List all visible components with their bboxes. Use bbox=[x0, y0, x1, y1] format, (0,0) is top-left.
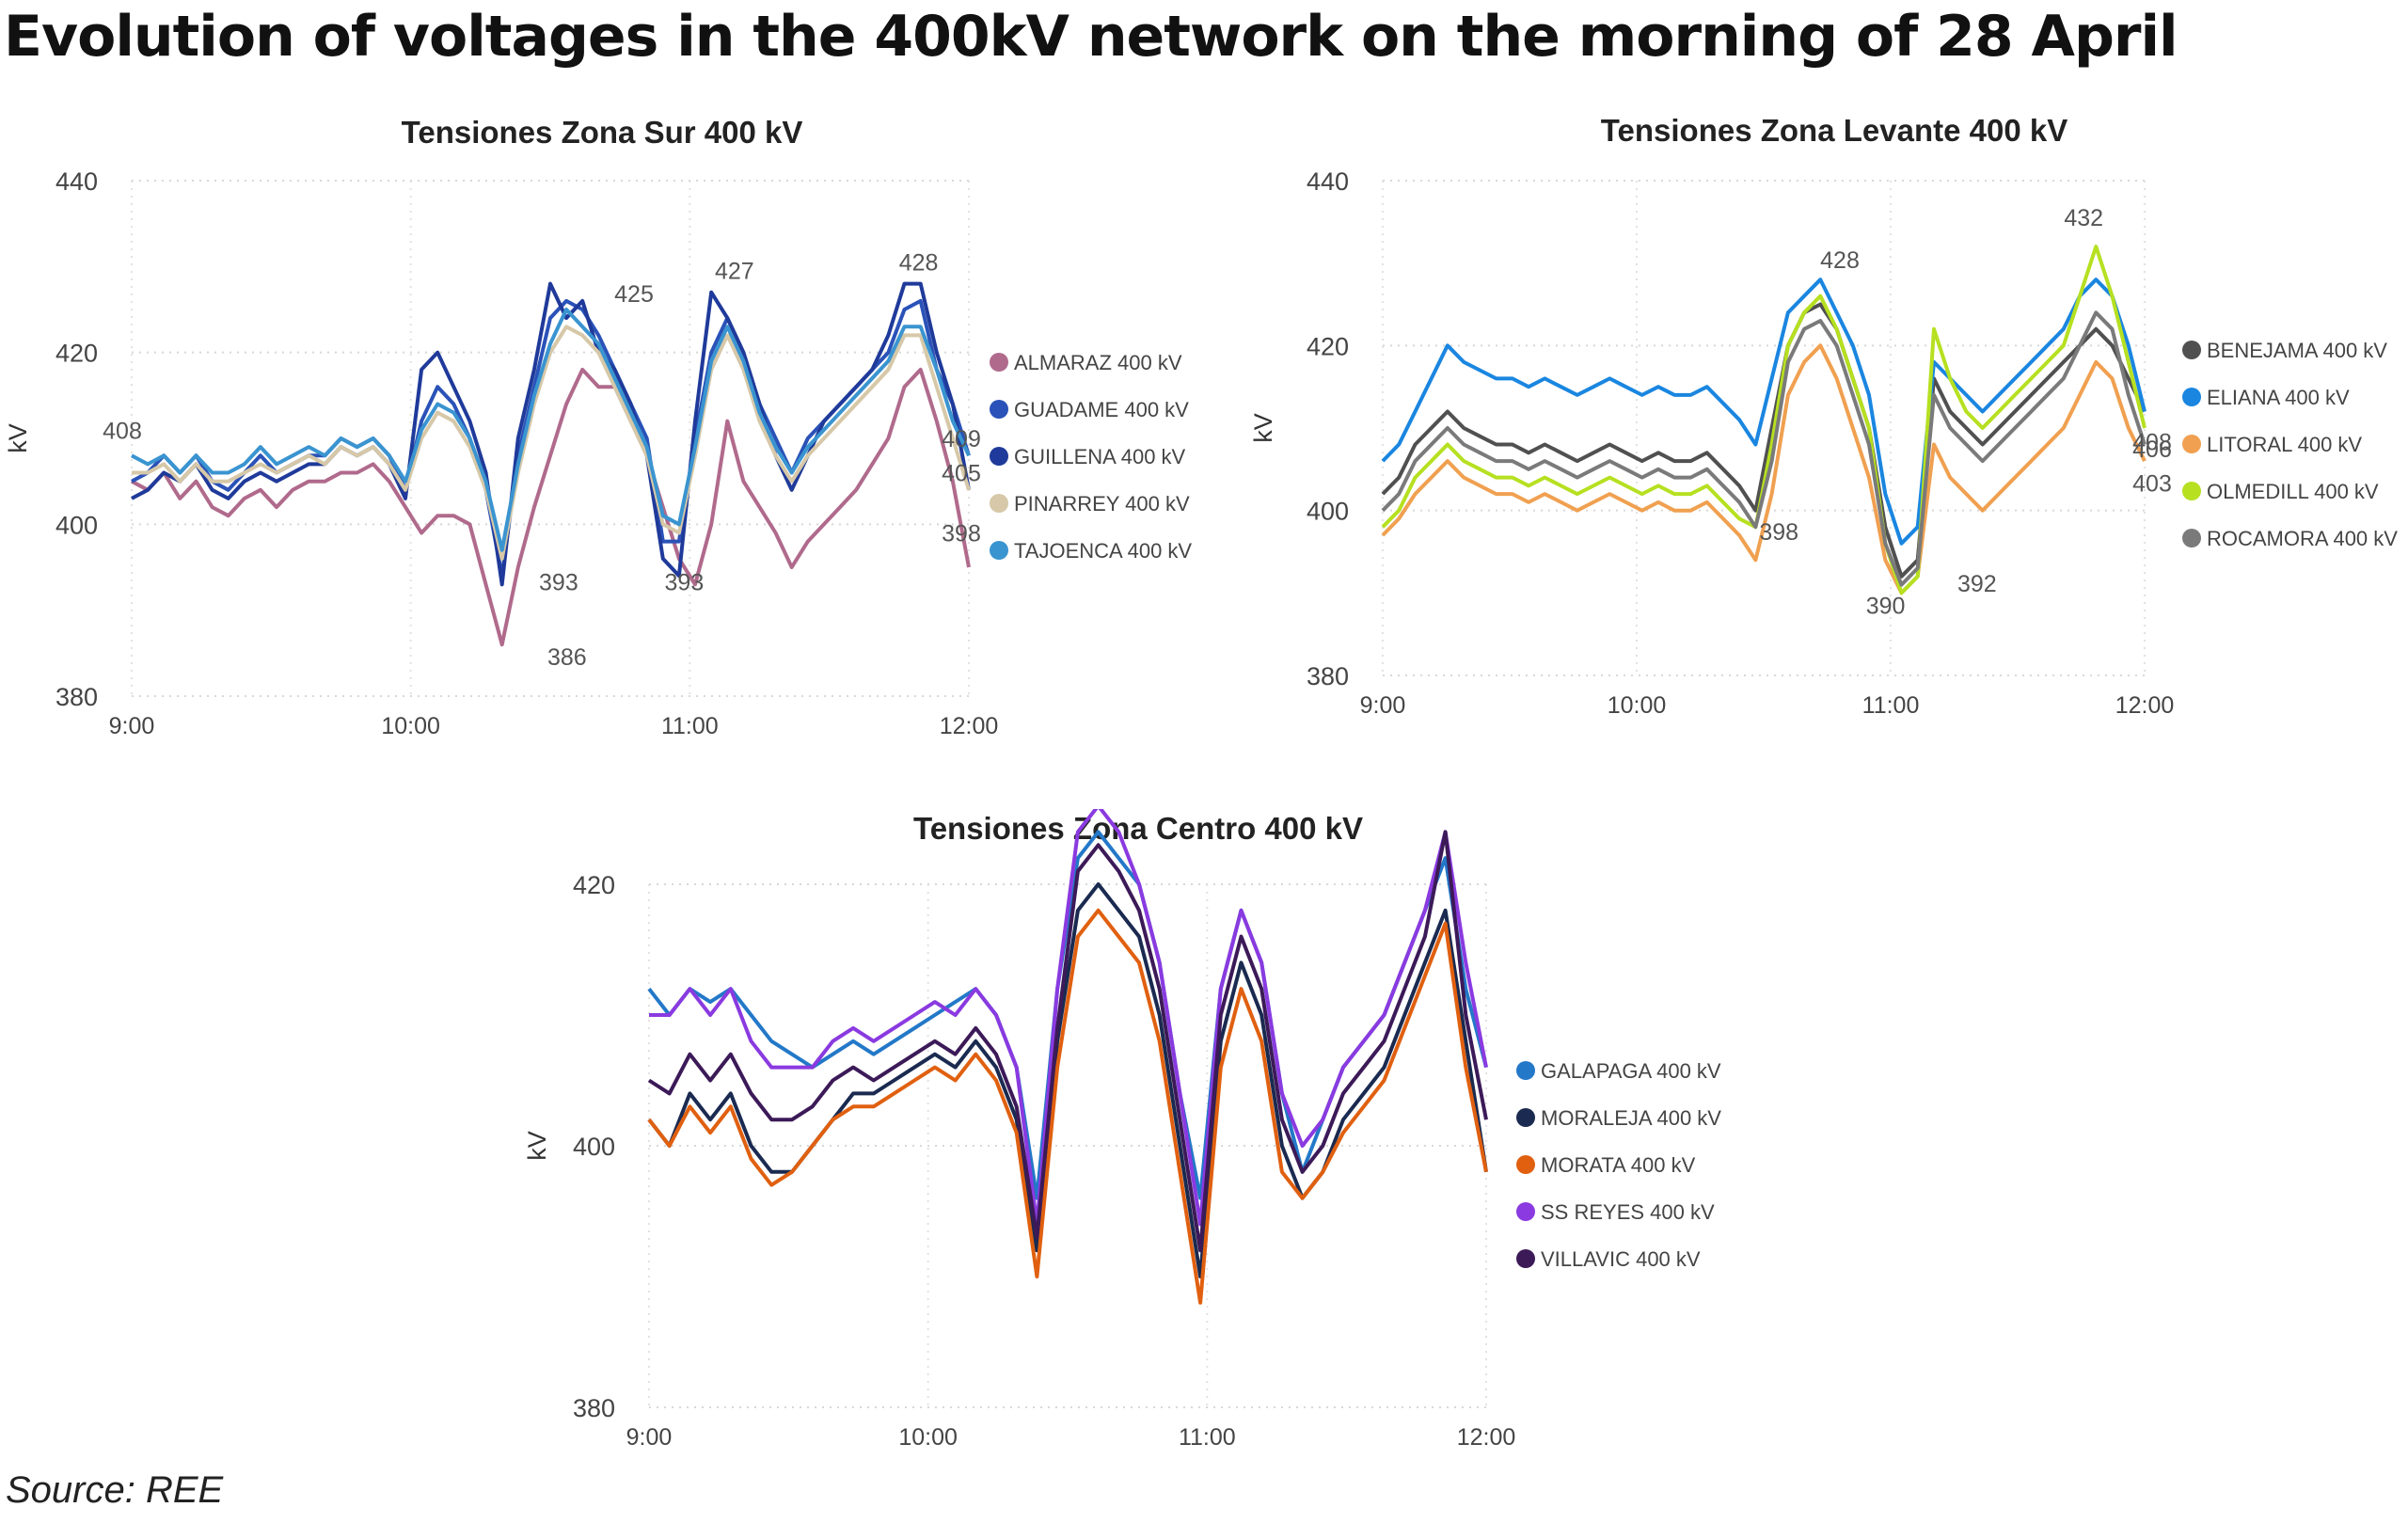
chart-levante: Tensiones Zona Levante 400 kV 380 400 420 44… bbox=[1242, 94, 2408, 753]
series-line bbox=[132, 325, 971, 561]
series-line bbox=[647, 830, 1488, 1253]
y-tick-label: 440 bbox=[1307, 167, 1349, 196]
y-axis-label: kV bbox=[523, 1131, 551, 1161]
legend-marker bbox=[990, 400, 1008, 419]
legend-label: VILLAVIC 400 kV bbox=[1541, 1247, 1701, 1271]
y-tick-label: 380 bbox=[55, 683, 98, 711]
legend-marker bbox=[1516, 1155, 1535, 1174]
legend-label: ROCAMORA 400 kV bbox=[2207, 527, 2398, 550]
chart-levante-svg: Tensiones Zona Levante 400 kV 380 400 420 44… bbox=[1249, 113, 2398, 719]
data-label: 409 bbox=[942, 426, 981, 452]
x-tick-label: 10:00 bbox=[898, 1424, 958, 1451]
legend-label: BENEJAMA 400 kV bbox=[2207, 339, 2387, 362]
legend-marker bbox=[990, 447, 1008, 466]
chart-title: Tensiones Zona Levante 400 kV bbox=[1601, 113, 2067, 148]
series-line bbox=[1381, 343, 2147, 595]
data-label: 393 bbox=[539, 569, 578, 595]
legend-marker bbox=[990, 494, 1008, 513]
y-tick-label: 400 bbox=[55, 511, 98, 539]
series-line bbox=[131, 308, 971, 552]
chart-centro: Tensiones Zona Centro 400 kV 380 400 420 9:0… bbox=[489, 803, 1806, 1467]
y-axis-label: kV bbox=[1249, 413, 1277, 443]
legend-label: SS REYES 400 kV bbox=[1541, 1200, 1715, 1224]
series-line bbox=[647, 830, 1488, 1200]
x-tick-label: 10:00 bbox=[1608, 692, 1667, 719]
legend-marker bbox=[990, 353, 1008, 372]
chart-sur: Tensiones Zona Sur 400 kV 380 400 420 440 9:0… bbox=[0, 94, 1242, 753]
x-tick-label: 12:00 bbox=[2115, 692, 2175, 719]
legend-marker bbox=[1516, 1108, 1535, 1127]
data-label: 392 bbox=[1957, 571, 1997, 597]
legend-label: ALMARAZ 400 kV bbox=[1014, 351, 1182, 374]
series-line bbox=[647, 908, 1488, 1305]
series-line bbox=[1381, 310, 2147, 587]
legend-marker bbox=[2182, 529, 2201, 547]
x-tick-label: 11:00 bbox=[661, 713, 719, 739]
series-line bbox=[1381, 302, 2147, 579]
x-tick-label: 10:00 bbox=[381, 713, 440, 739]
legend-marker bbox=[2182, 341, 2201, 359]
series-line bbox=[1381, 245, 2147, 595]
series-line bbox=[649, 803, 1488, 1227]
legend-marker bbox=[1516, 1202, 1535, 1221]
page-title: Evolution of voltages in the 400kV netwo… bbox=[4, 4, 2178, 70]
series-line bbox=[131, 367, 971, 647]
y-tick-label: 420 bbox=[55, 340, 98, 368]
x-tick-label: 12:00 bbox=[940, 713, 999, 739]
legend-label: PINARREY 400 kV bbox=[1014, 492, 1190, 516]
data-label: 427 bbox=[715, 259, 754, 285]
data-label: 432 bbox=[2064, 205, 2103, 231]
data-label: 390 bbox=[1866, 593, 1906, 619]
x-tick-label: 11:00 bbox=[1862, 692, 1920, 719]
x-tick-label: 9:00 bbox=[109, 713, 155, 739]
legend-marker bbox=[990, 541, 1008, 560]
legend-label: TAJOENCA 400 kV bbox=[1014, 539, 1192, 563]
y-axis-label: kV bbox=[4, 423, 32, 453]
legend-label: OLMEDILL 400 kV bbox=[2207, 480, 2379, 503]
legend-label: MORATA 400 kV bbox=[1541, 1153, 1696, 1177]
legend-marker bbox=[2182, 435, 2201, 453]
legend-marker bbox=[1516, 1061, 1535, 1080]
chart-title: Tensiones Zona Sur 400 kV bbox=[402, 115, 803, 150]
y-tick-label: 400 bbox=[573, 1133, 615, 1161]
data-label: 386 bbox=[547, 644, 587, 671]
x-tick-label: 9:00 bbox=[626, 1424, 673, 1451]
legend-label: LITORAL 400 kV bbox=[2207, 433, 2362, 456]
legend-label: MORALEJA 400 kV bbox=[1541, 1106, 1721, 1130]
data-label: 408 bbox=[2132, 430, 2172, 456]
legend-marker bbox=[1516, 1249, 1535, 1268]
data-label: 403 bbox=[2132, 470, 2172, 497]
y-tick-label: 440 bbox=[55, 167, 98, 196]
series-line bbox=[131, 281, 971, 587]
y-tick-label: 420 bbox=[573, 871, 615, 899]
legend-label: ELIANA 400 kV bbox=[2207, 386, 2350, 409]
x-tick-label: 12:00 bbox=[1457, 1424, 1516, 1451]
data-label: 428 bbox=[899, 250, 939, 277]
chart-sur-svg: Tensiones Zona Sur 400 kV 380 400 420 440 9:0… bbox=[4, 115, 1192, 739]
data-label: 428 bbox=[1820, 247, 1860, 274]
x-tick-label: 9:00 bbox=[1360, 692, 1406, 719]
chart-centro-svg: Tensiones Zona Centro 400 kV 380 400 420 9:0… bbox=[523, 803, 1721, 1451]
legend-label: GALAPAGA 400 kV bbox=[1541, 1059, 1721, 1083]
data-label: 398 bbox=[942, 521, 981, 547]
source-note: Source: REE bbox=[6, 1469, 224, 1511]
legend-label: GUADAME 400 kV bbox=[1014, 398, 1189, 421]
series-line bbox=[1381, 278, 2147, 546]
legend-label: GUILLENA 400 kV bbox=[1014, 445, 1186, 468]
data-label: 398 bbox=[1759, 519, 1798, 546]
data-label: 408 bbox=[103, 418, 142, 444]
data-label: 425 bbox=[614, 281, 654, 308]
legend-marker bbox=[2182, 388, 2201, 406]
y-tick-label: 380 bbox=[1307, 662, 1349, 690]
x-tick-label: 11:00 bbox=[1179, 1424, 1236, 1451]
data-label: 405 bbox=[942, 461, 981, 487]
legend-marker bbox=[2182, 482, 2201, 500]
y-tick-label: 380 bbox=[573, 1394, 615, 1422]
y-tick-label: 400 bbox=[1307, 498, 1349, 526]
data-label: 393 bbox=[665, 569, 705, 595]
data-label: 406 bbox=[2132, 436, 2172, 463]
y-tick-label: 420 bbox=[1307, 332, 1349, 360]
chart-title: Tensiones Zona Centro 400 kV bbox=[913, 811, 1363, 846]
